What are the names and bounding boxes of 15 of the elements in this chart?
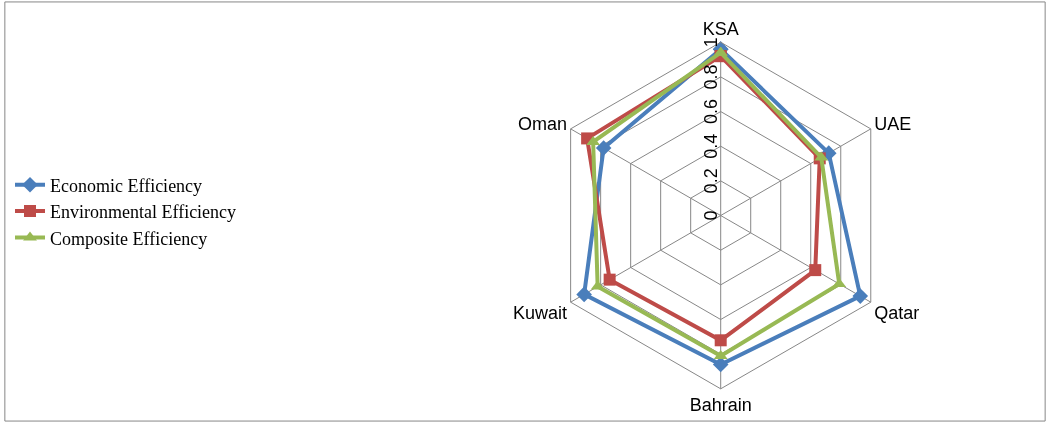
spoke-label: Kuwait bbox=[513, 302, 568, 323]
spoke-label: UAE bbox=[874, 114, 912, 135]
y-tick-label: 1 bbox=[700, 37, 721, 48]
y-tick-label: 0.6 bbox=[700, 99, 721, 125]
legend-label: Economic Efficiency bbox=[50, 175, 203, 196]
spoke-label: Bahrain bbox=[689, 394, 752, 415]
y-tick-label: 0.4 bbox=[700, 133, 721, 159]
legend-label: Environmental Efficiency bbox=[50, 202, 237, 223]
y-tick-label: 0.2 bbox=[700, 168, 721, 194]
y-tick-label: 0 bbox=[700, 210, 721, 221]
legend-label: Composite Efficiency bbox=[50, 228, 208, 249]
spoke-label: Qatar bbox=[874, 302, 920, 323]
spoke-label: KSA bbox=[702, 18, 739, 39]
y-tick-label: 0.8 bbox=[700, 64, 721, 90]
spoke-label: Oman bbox=[518, 114, 568, 135]
